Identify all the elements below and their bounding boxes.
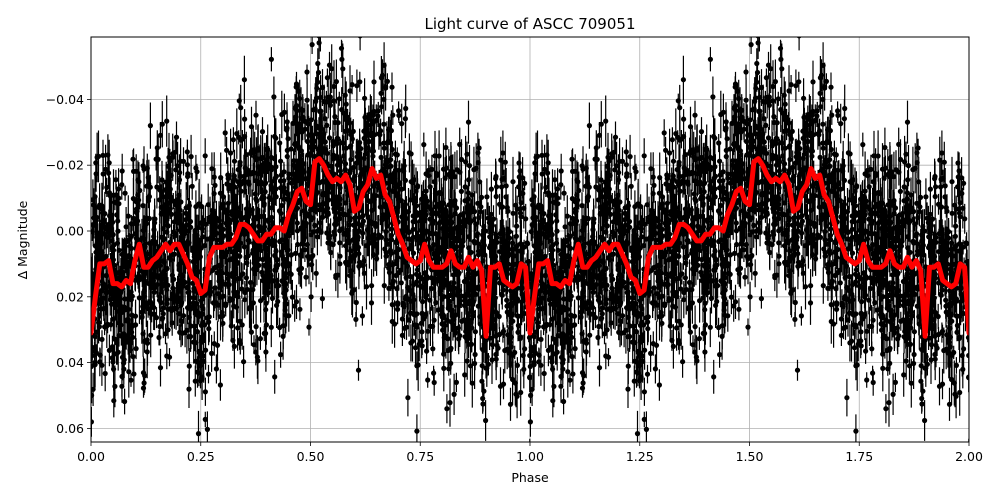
- chart-title: Light curve of ASCC 709051: [425, 15, 636, 33]
- x-tick-label: 1.25: [626, 449, 654, 464]
- y-tick-label: 0.04: [56, 355, 84, 370]
- y-axis-label: Δ Magnitude: [15, 200, 30, 279]
- x-tick-label: 0.00: [77, 449, 105, 464]
- y-tick-label: 0.00: [56, 224, 84, 239]
- y-tick-label: 0.02: [56, 289, 84, 304]
- x-tick-label: 0.75: [406, 449, 434, 464]
- x-tick-label: 1.75: [845, 449, 873, 464]
- x-tick-label: 1.00: [516, 449, 544, 464]
- x-tick-label: 1.50: [736, 449, 764, 464]
- x-axis-label: Phase: [511, 470, 549, 485]
- x-tick-label: 0.25: [187, 449, 215, 464]
- y-tick-label: 0.06: [56, 421, 84, 436]
- x-tick-label: 0.50: [297, 449, 325, 464]
- y-axis-ticks: −0.04 −0.02 0.00 0.02 0.04 0.06: [46, 92, 91, 436]
- x-tick-label: 2.00: [955, 449, 983, 464]
- y-tick-label: −0.04: [46, 92, 84, 107]
- binned-model-line: [91, 156, 969, 339]
- x-axis-ticks: 0.00 0.25 0.50 0.75 1.00 1.25 1.50 1.75 2.00: [77, 442, 983, 464]
- y-tick-label: −0.02: [46, 158, 84, 173]
